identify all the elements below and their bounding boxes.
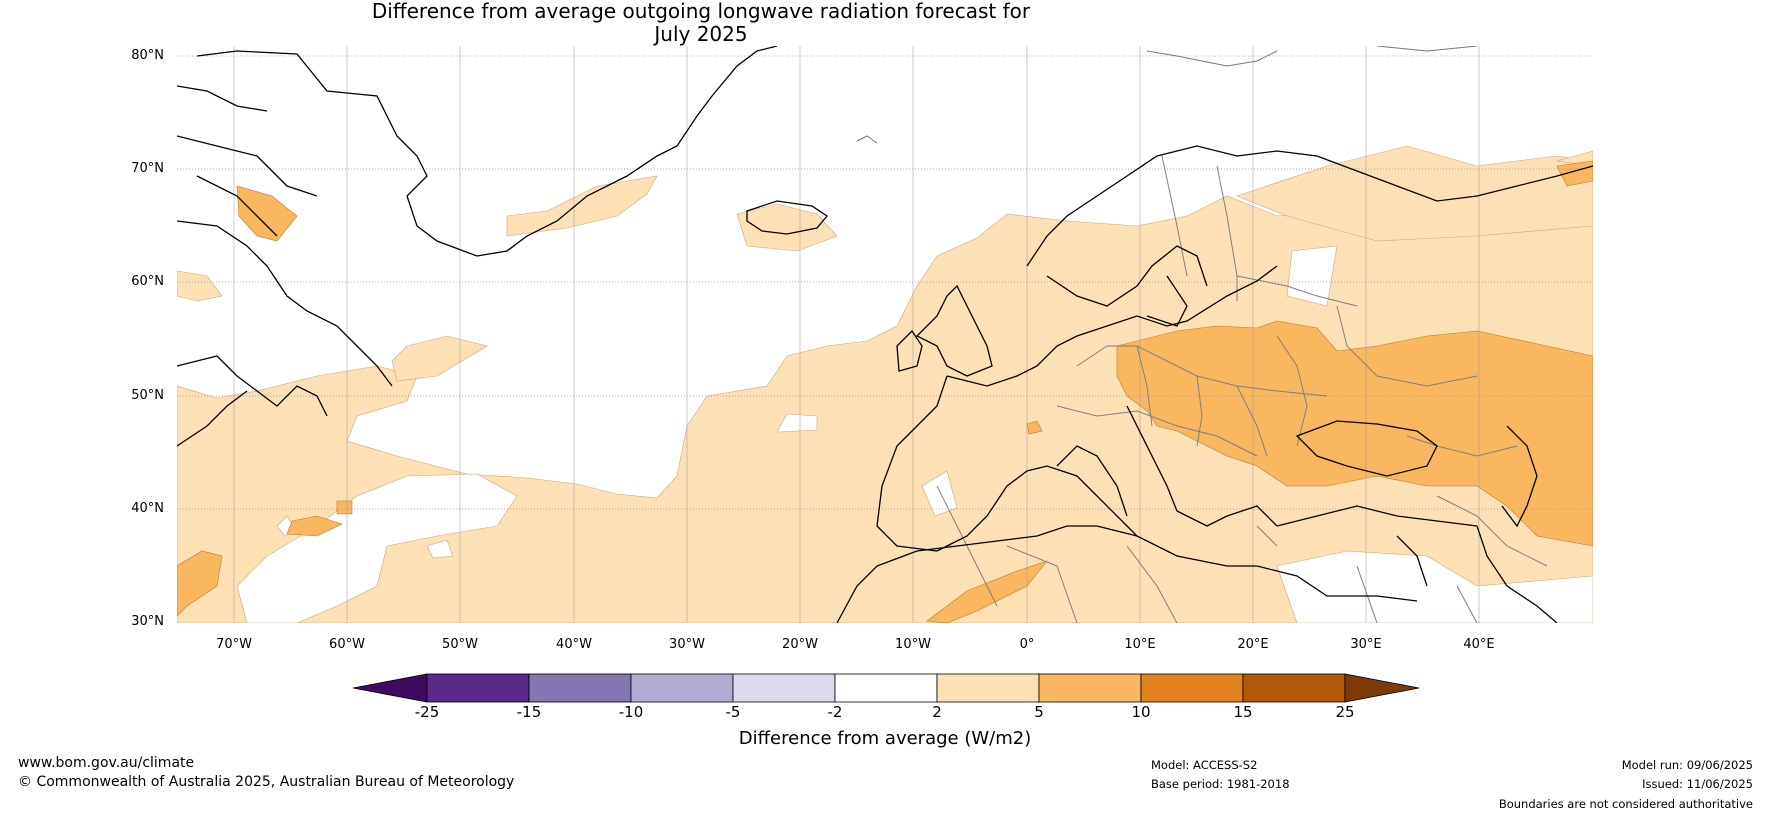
lon-label-40e: 40°E — [1463, 637, 1495, 652]
title-line-2: July 2025 — [654, 22, 748, 46]
lon-label-60w: 60°W — [329, 637, 365, 652]
colorbar-segment — [834, 673, 938, 703]
colorbar-segment — [630, 673, 734, 703]
colorbar-extend-high — [1344, 673, 1420, 703]
title-line-1: Difference from average outgoing longwav… — [371, 0, 1031, 23]
lon-label-20e: 20°E — [1237, 637, 1269, 652]
colorbar-tick: 2 — [932, 703, 942, 721]
arctic-islands — [856, 46, 1478, 144]
lon-label-30w: 30°W — [669, 637, 705, 652]
lon-label-10w: 10°W — [895, 637, 931, 652]
anomaly-5-10-fill — [177, 160, 1593, 623]
lon-label-10e: 10°E — [1124, 637, 1156, 652]
footer-base-period: Base period: 1981-2018 — [1151, 777, 1290, 791]
footer-url: www.bom.gov.au/climate — [18, 755, 195, 771]
lon-label-40w: 40°W — [556, 637, 592, 652]
footer-copyright: © Commonwealth of Australia 2025, Austra… — [18, 774, 515, 790]
colorbar-segment — [732, 673, 836, 703]
lat-label-30: 30°N — [131, 614, 164, 629]
colorbar-segment — [426, 673, 530, 703]
footer-disclaimer: Boundaries are not considered authoritat… — [1498, 797, 1753, 811]
colorbar-extend-low — [352, 673, 428, 703]
colorbar-tick: -10 — [618, 703, 644, 721]
country-borders — [936, 155, 1548, 623]
coastlines — [177, 46, 1593, 623]
anomaly-2-5-fill — [177, 145, 1593, 623]
graticule — [177, 46, 1593, 623]
colorbar-tick: 25 — [1335, 703, 1355, 721]
lon-label-50w: 50°W — [442, 637, 478, 652]
colorbar-segment — [1038, 673, 1142, 703]
colorbar-tick: 5 — [1034, 703, 1044, 721]
lon-label-30e: 30°E — [1350, 637, 1382, 652]
colorbar-tick: 15 — [1233, 703, 1253, 721]
colorbar-tick: -5 — [725, 703, 741, 721]
colorbar-segment — [936, 673, 1040, 703]
lat-label-50: 50°N — [131, 388, 164, 403]
colorbar-segment — [1242, 673, 1346, 703]
lat-label-60: 60°N — [131, 274, 164, 289]
footer-issued: Issued: 11/06/2025 — [1642, 777, 1753, 791]
lat-label-40: 40°N — [131, 501, 164, 516]
footer-model: Model: ACCESS-S2 — [1151, 758, 1258, 772]
colorbar-tick: -15 — [516, 703, 542, 721]
lon-label-70w: 70°W — [216, 637, 252, 652]
colorbar-tick: -2 — [827, 703, 843, 721]
olr-anomaly-map — [177, 46, 1593, 623]
lon-label-0: 0° — [1019, 637, 1035, 652]
anomaly-neutral-holes — [236, 245, 1593, 623]
lon-label-20w: 20°W — [782, 637, 818, 652]
colorbar-label: Difference from average (W/m2) — [738, 728, 1032, 749]
colorbar-segment — [1140, 673, 1244, 703]
colorbar-segment — [528, 673, 632, 703]
colorbar-tick: 10 — [1131, 703, 1151, 721]
lat-label-70: 70°N — [131, 161, 164, 176]
colorbar-segments — [352, 673, 1420, 703]
lat-label-80: 80°N — [131, 48, 164, 63]
chart-title: Difference from average outgoing longwav… — [0, 0, 1402, 46]
footer-model-run: Model run: 09/06/2025 — [1621, 758, 1753, 772]
map-panel — [177, 46, 1593, 623]
colorbar-tick: -25 — [414, 703, 440, 721]
